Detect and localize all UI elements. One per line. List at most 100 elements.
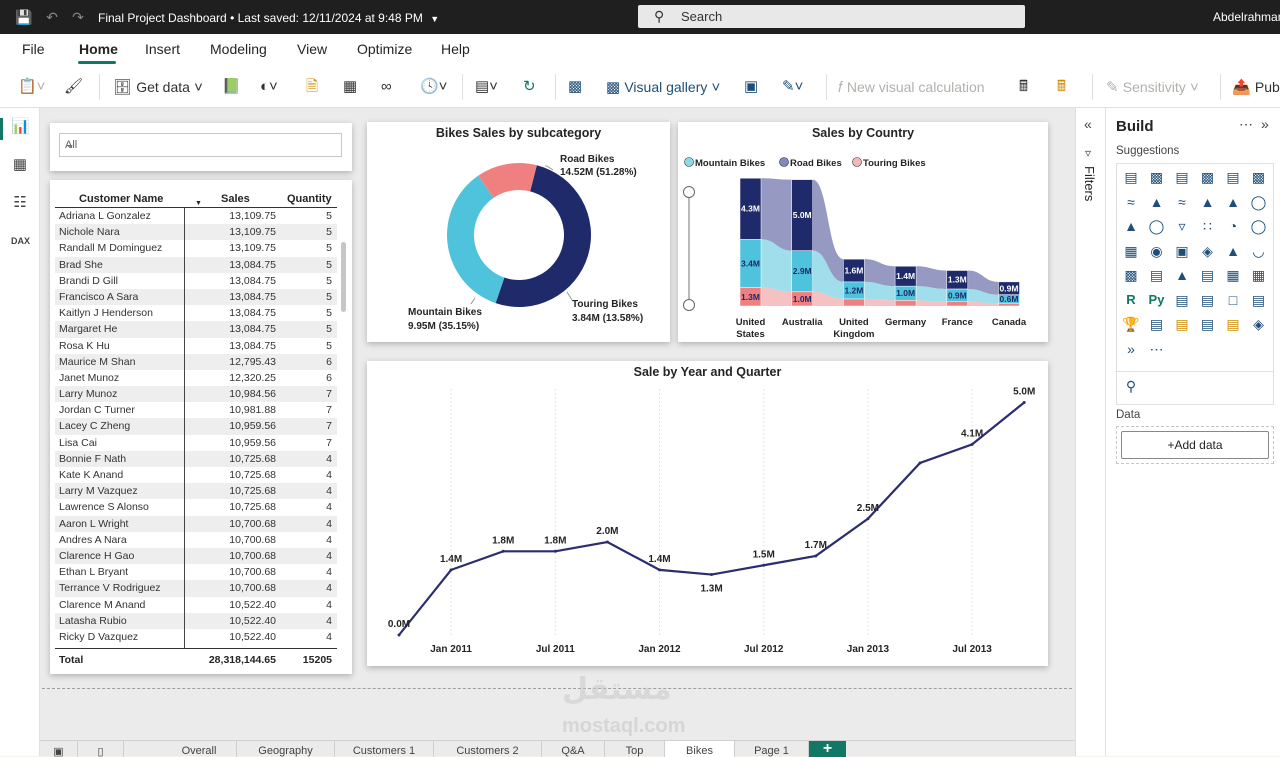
slicer-icon[interactable]: ▤ [1200, 267, 1215, 283]
recent-sources-icon[interactable]: 🕓˅ [420, 78, 448, 95]
chevrons-icon[interactable]: » [1127, 340, 1135, 357]
filled-map-icon[interactable]: ▣ [1175, 242, 1189, 259]
card-icon[interactable]: ▩ [1124, 267, 1138, 283]
new-visual-icon[interactable]: ▩ [568, 78, 583, 95]
table-row[interactable]: Ethan L Bryant 10,700.68 4 [55, 564, 337, 580]
slicer-new-icon[interactable]: ▤ [1200, 316, 1215, 332]
line-column-icon[interactable]: ▲ [1200, 193, 1215, 210]
donut-icon[interactable]: ◯ [1250, 218, 1267, 234]
more-icon[interactable]: ⋯ [1149, 340, 1164, 357]
power-apps-icon[interactable]: ▤ [1226, 316, 1240, 332]
decomposition-tree-icon[interactable]: ▤ [1200, 291, 1215, 308]
refresh-icon[interactable]: ↻ [523, 78, 536, 95]
matrix-icon[interactable]: ▦ [1251, 267, 1266, 283]
enter-data-icon[interactable]: ▦ [343, 78, 358, 95]
mobile-layout-icon[interactable]: ▯ [78, 741, 124, 757]
undo-icon[interactable]: ↶ [46, 9, 58, 25]
r-visual-icon[interactable]: R [1126, 291, 1136, 307]
trophy-icon[interactable]: 🏆 [1122, 316, 1140, 332]
table-row[interactable]: Kaitlyn J Henderson 13,084.75 5 [55, 305, 337, 321]
filters-pane[interactable]: « ▿ Filters [1075, 108, 1105, 756]
page-tab-overall[interactable]: Overall [162, 741, 237, 757]
table-row[interactable]: Kate K Anand 10,725.68 4 [55, 467, 337, 483]
document-title[interactable]: Final Project Dashboard • Last saved: 12… [98, 11, 440, 25]
table-row[interactable]: Larry M Vazquez 10,725.68 4 [55, 483, 337, 500]
table-row[interactable]: Janet Munoz 12,320.25 6 [55, 370, 337, 386]
page-tab-geography[interactable]: Geography [237, 741, 335, 757]
100-column-icon[interactable]: ▩ [1251, 169, 1266, 185]
report-view-icon[interactable]: 📊 [11, 118, 30, 135]
kpi-icon[interactable]: ▲ [1175, 267, 1189, 283]
table-row[interactable]: Larry Munoz 10,984.56 7 [55, 386, 337, 403]
menu-modeling[interactable]: Modeling [210, 41, 267, 57]
quick-measure-icon[interactable]: 🖩 [1057, 78, 1067, 95]
collapse-icon[interactable]: « [1084, 116, 1092, 132]
table-row[interactable]: Lacey C Zheng 10,959.56 7 [55, 418, 337, 435]
new-visual-calculation-button[interactable]: 𝑓 New visual calculation [838, 79, 985, 96]
table-row[interactable]: Lisa Cai 10,959.56 7 [55, 435, 337, 451]
table-row[interactable]: Terrance V Rodriguez 10,700.68 4 [55, 580, 337, 597]
funnel-alt-icon[interactable]: ▿ [1178, 218, 1186, 234]
clustered-column-icon[interactable]: ▩ [1200, 169, 1215, 185]
area-icon[interactable]: ▲ [1149, 193, 1164, 210]
table-row[interactable]: Margaret He 13,084.75 5 [55, 321, 337, 338]
format-painter-icon[interactable]: 🖌 [64, 78, 84, 95]
azure-map-icon[interactable]: ▲ [1226, 242, 1240, 259]
dax-query-view-icon[interactable]: DAX [11, 236, 31, 246]
table-row[interactable]: Clarence H Gao 10,700.68 4 [55, 547, 337, 565]
table-row[interactable]: Rosa K Hu 13,084.75 5 [55, 338, 337, 354]
table-row[interactable]: Lawrence S Alonso 10,725.68 4 [55, 499, 337, 515]
year-quarter-line-card[interactable]: Sale by Year and Quarter 0.0M 1.4M 1.8M 1.8… [367, 361, 1048, 666]
text-box-icon[interactable]: ▣ [744, 78, 759, 95]
menu-insert[interactable]: Insert [145, 41, 181, 57]
menu-view[interactable]: View [297, 41, 328, 57]
add-page-button[interactable]: + [809, 741, 846, 757]
sensitivity-button[interactable]: ✎ Sensitivity ˅ [1106, 79, 1199, 96]
paste-icon[interactable]: 📋˅ [18, 78, 46, 95]
table-row[interactable]: Brandi D Gill 13,084.75 5 [55, 273, 337, 289]
user-name[interactable]: Abdelrahman [1213, 10, 1280, 24]
shape-map-icon[interactable]: ◈ [1202, 242, 1213, 259]
page-nav-icon[interactable]: ▣ [40, 741, 78, 757]
pie-icon[interactable]: ◔ [1228, 218, 1238, 234]
page-tab-qa[interactable]: Q&A [542, 741, 605, 757]
map-icon[interactable]: ◉ [1150, 242, 1163, 259]
clustered-bar-icon[interactable]: ▤ [1175, 169, 1189, 185]
customer-table[interactable]: Customer Name Sales Quantity ▼ Adriana L… [50, 180, 352, 674]
header-sales[interactable]: Sales [221, 193, 250, 205]
stacked-area-icon[interactable]: ≈ [1178, 193, 1186, 210]
publish-button[interactable]: 📤 Publish [1232, 76, 1280, 98]
table-row[interactable]: Latasha Rubio 10,522.40 4 [55, 612, 337, 629]
table-row[interactable]: Nichole Nara 13,109.75 5 [55, 224, 337, 241]
search-box[interactable]: ⚲ Search [638, 5, 1025, 28]
header-customer-name[interactable]: Customer Name [79, 193, 164, 205]
table-scrollbar[interactable] [341, 242, 346, 312]
table-row[interactable]: Jordan C Turner 10,981.88 7 [55, 402, 337, 418]
page-tab-top[interactable]: Top [605, 741, 665, 757]
scatter-icon[interactable]: ◯ [1148, 218, 1165, 234]
page-tab-customers-1[interactable]: Customers 1 [335, 741, 434, 757]
menu-file[interactable]: File [22, 41, 45, 57]
country-chart-card[interactable]: Sales by Country Mountain Bikes Road Bike… [678, 122, 1048, 342]
table-icon[interactable]: ▦ [1226, 267, 1240, 283]
save-icon[interactable]: 💾 [15, 9, 33, 25]
table-row[interactable]: Aaron L Wright 10,700.68 4 [55, 515, 337, 532]
table-row[interactable]: Adriana L Gonzalez 13,109.75 5 [55, 208, 337, 224]
expand-icon[interactable]: » [1261, 116, 1269, 132]
line-icon[interactable]: ≈ [1127, 193, 1135, 210]
filters-label[interactable]: Filters [1082, 166, 1097, 202]
table-row[interactable]: Brad She 13,084.75 5 [55, 256, 337, 273]
more-options-icon[interactable]: ⋯ [1239, 116, 1253, 132]
page-tab-bikes[interactable]: Bikes [665, 741, 735, 757]
sql-icon[interactable]: 🗎 [306, 78, 319, 95]
table-row[interactable]: Ricky D Vazquez 10,522.40 4 [55, 629, 337, 645]
more-visuals-icon[interactable]: ✎˅ [782, 78, 804, 95]
stacked-bar-icon[interactable]: ▤ [1124, 169, 1138, 185]
table-row[interactable]: Francisco A Sara 13,084.75 5 [55, 288, 337, 306]
paginated-icon[interactable]: ▤ [1149, 316, 1164, 332]
table-row[interactable]: Randall M Dominguez 13,109.75 5 [55, 240, 337, 256]
power-automate-icon[interactable]: ◈ [1253, 316, 1264, 332]
waterfall-icon[interactable]: ◯ [1250, 193, 1267, 210]
table-row[interactable]: Andres A Nara 10,700.68 4 [55, 532, 337, 548]
excel-icon[interactable]: 📗 [222, 78, 241, 95]
